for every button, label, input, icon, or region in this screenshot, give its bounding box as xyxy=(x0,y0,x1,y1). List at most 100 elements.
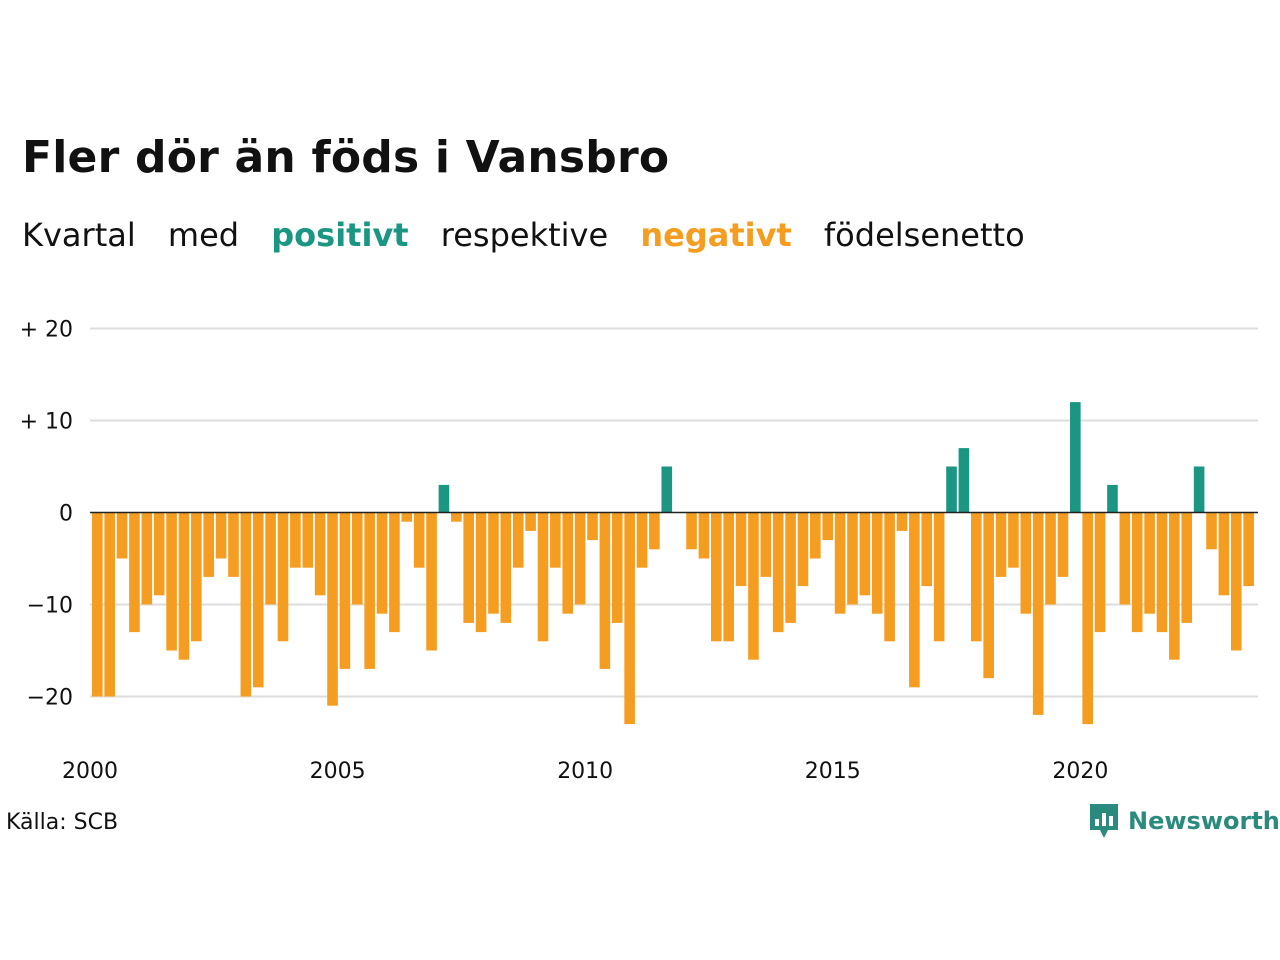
bar-2006Q3 xyxy=(413,512,425,568)
bar-2008Q2 xyxy=(500,512,512,623)
bar-2004Q1 xyxy=(290,512,301,568)
bar-2018Q1 xyxy=(983,512,994,679)
y-tick-label: 0 xyxy=(59,502,73,527)
bar-2001Q1 xyxy=(141,512,153,605)
bar-2022Q3 xyxy=(1206,512,1217,550)
brand-name: Newsworthy xyxy=(1128,807,1280,835)
bar-2006Q4 xyxy=(426,512,437,651)
bar-2017Q3 xyxy=(958,448,970,513)
bar-2019Q3 xyxy=(1057,512,1069,577)
bar-2014Q2 xyxy=(797,512,809,587)
bar-2013Q2 xyxy=(748,512,759,660)
bar-2022Q2 xyxy=(1193,466,1205,513)
bar-2012Q3 xyxy=(711,512,722,642)
bar-2006Q2 xyxy=(401,512,413,522)
bar-2019Q2 xyxy=(1045,512,1056,605)
x-tick-label: 2005 xyxy=(310,759,366,784)
source-note: Källa: SCB xyxy=(6,810,119,835)
x-tick-label: 2015 xyxy=(805,759,861,784)
bars xyxy=(92,402,1254,725)
y-axis-ticks: + 20 + 10 0 −10 −20 xyxy=(20,318,73,711)
bar-2009Q1 xyxy=(537,512,549,642)
bar-2005Q2 xyxy=(351,512,363,605)
brand-logo: Newsworthy xyxy=(1088,802,1280,840)
bar-2004Q2 xyxy=(302,512,314,568)
x-tick-label: 2000 xyxy=(62,759,118,784)
bar-2004Q4 xyxy=(327,512,338,706)
bar-2001Q2 xyxy=(153,512,165,596)
bar-2010Q3 xyxy=(611,512,623,623)
bar-2005Q3 xyxy=(364,512,375,669)
bar-2010Q1 xyxy=(587,512,598,541)
bar-2019Q4 xyxy=(1070,402,1081,513)
subtitle-positive: positivt xyxy=(271,216,409,254)
bar-2008Q3 xyxy=(512,512,524,568)
bar-2016Q2 xyxy=(896,512,908,531)
bar-2008Q4 xyxy=(525,512,536,531)
bar-2021Q3 xyxy=(1156,512,1168,633)
bar-2013Q3 xyxy=(760,512,772,577)
x-tick-label: 2010 xyxy=(557,759,613,784)
bar-2022Q1 xyxy=(1181,512,1193,623)
bar-2009Q2 xyxy=(550,512,561,568)
subtitle-word-2: med xyxy=(167,216,240,254)
subtitle-word-1: Kvartal xyxy=(22,216,136,254)
bar-2016Q4 xyxy=(921,512,933,587)
bar-2003Q1 xyxy=(240,512,252,697)
bar-2021Q2 xyxy=(1144,512,1155,614)
bar-2004Q3 xyxy=(314,512,326,596)
x-axis-ticks: 2000 2005 2010 2015 2020 xyxy=(62,759,1108,784)
bar-2005Q4 xyxy=(376,512,388,614)
bar-2020Q3 xyxy=(1107,484,1118,513)
bar-2000Q1 xyxy=(92,512,103,697)
subtitle-word-6: födelsenetto xyxy=(823,216,1025,254)
chart-title: Fler dör än föds i Vansbro xyxy=(22,132,670,183)
bar-2020Q1 xyxy=(1082,512,1093,725)
bar-2018Q4 xyxy=(1020,512,1032,614)
y-tick-label: + 20 xyxy=(20,318,73,343)
bar-2003Q3 xyxy=(265,512,276,605)
bar-2007Q3 xyxy=(463,512,474,623)
bar-2012Q2 xyxy=(698,512,710,559)
bar-2000Q2 xyxy=(104,512,115,697)
y-tick-label: + 10 xyxy=(20,410,73,435)
bar-2012Q1 xyxy=(686,512,697,550)
bar-2017Q4 xyxy=(970,512,982,642)
bar-2023Q2 xyxy=(1243,512,1254,587)
bar-2016Q1 xyxy=(884,512,895,642)
bar-2011Q3 xyxy=(661,466,673,513)
bar-2002Q4 xyxy=(228,512,239,577)
bar-2018Q2 xyxy=(995,512,1007,577)
bar-2002Q3 xyxy=(215,512,227,559)
bar-2007Q4 xyxy=(475,512,487,633)
bar-2000Q4 xyxy=(129,512,140,633)
bar-2002Q1 xyxy=(191,512,202,642)
bar-2000Q3 xyxy=(116,512,128,559)
y-tick-label: −20 xyxy=(27,686,73,711)
chart-logo-icon xyxy=(1090,804,1118,838)
bar-2020Q4 xyxy=(1119,512,1131,605)
bar-2001Q3 xyxy=(166,512,177,651)
bar-2002Q2 xyxy=(203,512,215,577)
bar-2018Q3 xyxy=(1008,512,1019,568)
bar-2021Q1 xyxy=(1131,512,1143,633)
y-tick-label: −10 xyxy=(27,594,73,619)
bar-2023Q1 xyxy=(1230,512,1242,651)
subtitle-negative: negativt xyxy=(640,216,792,254)
bar-2010Q4 xyxy=(624,512,635,725)
bar-2007Q1 xyxy=(438,484,450,513)
bar-2015Q2 xyxy=(847,512,858,605)
bar-2005Q1 xyxy=(339,512,351,669)
bar-2017Q1 xyxy=(933,512,945,642)
subtitle-word-4: respektive xyxy=(440,216,609,254)
bar-2009Q3 xyxy=(562,512,574,614)
bar-2009Q4 xyxy=(574,512,586,605)
bar-2019Q1 xyxy=(1032,512,1044,715)
bar-2003Q4 xyxy=(277,512,289,642)
bar-2014Q4 xyxy=(822,512,834,541)
bar-2013Q1 xyxy=(735,512,747,587)
bar-2015Q1 xyxy=(834,512,846,614)
bar-2013Q4 xyxy=(772,512,784,633)
bar-2007Q2 xyxy=(451,512,462,522)
